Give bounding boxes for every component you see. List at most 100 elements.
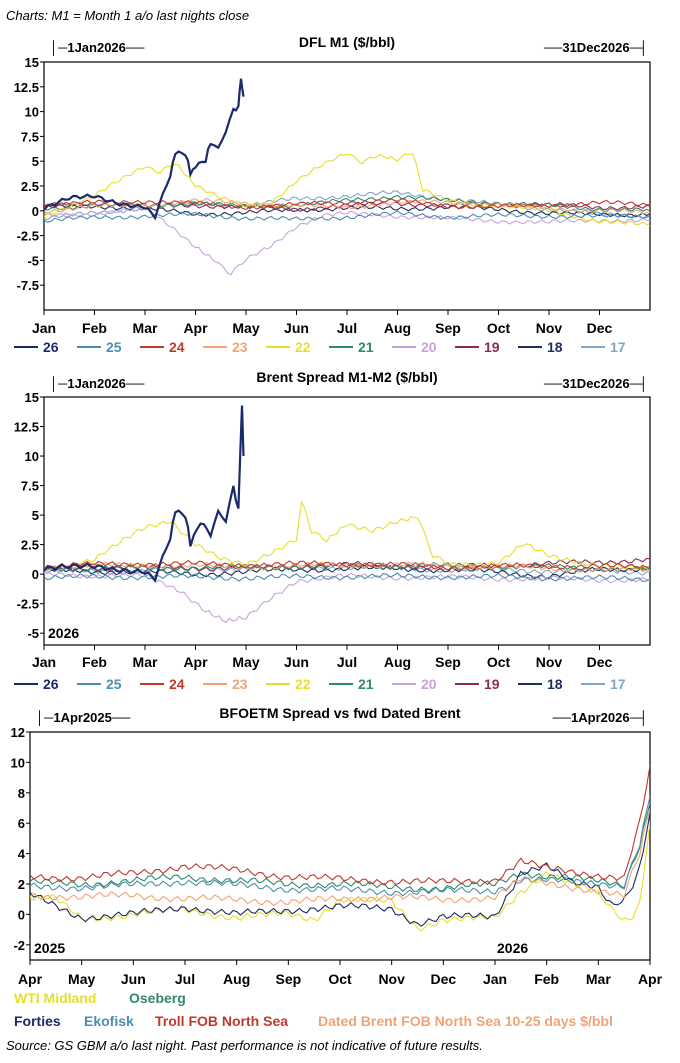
ytick-label: 0 — [32, 567, 39, 582]
legend-label-17: 17 — [610, 339, 626, 355]
ytick-label: -2.5 — [17, 229, 39, 244]
legend-label-18: 18 — [547, 339, 563, 355]
ytick-label: 15 — [25, 390, 39, 405]
legend-label-24: 24 — [169, 676, 185, 692]
series-line-26 — [44, 78, 245, 221]
ytick-label: 0 — [18, 907, 25, 922]
legend-label-20: 20 — [421, 339, 437, 355]
ytick-label: 12 — [11, 725, 25, 740]
series-line-23 — [44, 197, 650, 215]
ytick-label: 10 — [25, 449, 39, 464]
xtick-label-jan: Jan — [483, 971, 507, 987]
legend-label-19: 19 — [484, 339, 500, 355]
xtick-label-jan: Jan — [32, 654, 56, 670]
xtick-label-sep: Sep — [435, 320, 461, 336]
ytick-label: 15 — [25, 55, 39, 70]
ytick-label: 4 — [18, 847, 26, 862]
legend-label-dated-brent-fob-north-sea-10-25-days-bbl: Dated Brent FOB North Sea 10-25 days $/b… — [318, 1013, 613, 1029]
range-start-1: │─1Jan2026── — [50, 40, 145, 56]
plot-frame-2 — [43, 396, 651, 646]
series-line-dated-brent-fob-north-sea-10-25-days-bbl — [30, 808, 650, 907]
series-line-24 — [44, 197, 650, 211]
xtick-label-jun: Jun — [284, 654, 309, 670]
xtick-label-may: May — [232, 654, 259, 670]
legend-label-22: 22 — [295, 676, 311, 692]
xtick-label-apr: Apr — [18, 971, 43, 987]
legend-label-24: 24 — [169, 339, 185, 355]
xtick-label-feb: Feb — [534, 971, 559, 987]
xtick-label-apr: Apr — [183, 320, 208, 336]
xtick-label-apr: Apr — [638, 971, 663, 987]
xtick-label-mar: Mar — [133, 654, 158, 670]
xtick-label-oct: Oct — [328, 971, 352, 987]
ytick-label: -2.5 — [17, 597, 39, 612]
xtick-label-feb: Feb — [82, 654, 107, 670]
legend-label-26: 26 — [43, 339, 59, 355]
footer-note: Source: GS GBM a/o last night. Past perf… — [6, 1038, 483, 1053]
legend-label-18: 18 — [547, 676, 563, 692]
xtick-label-aug: Aug — [384, 654, 411, 670]
xtick-label-sep: Sep — [275, 971, 301, 987]
xtick-label-sep: Sep — [435, 654, 461, 670]
range-start-3: │─1Apr2025── — [36, 710, 131, 726]
series-line-22 — [44, 153, 650, 227]
legend-label-23: 23 — [232, 339, 248, 355]
ytick-label: -2 — [13, 938, 25, 953]
legend-label-troll-fob-north-sea: Troll FOB North Sea — [155, 1013, 288, 1029]
legend-label-forties: Forties — [14, 1013, 61, 1029]
series-line-ekofisk — [30, 793, 650, 897]
chart-title-3: BFOETM Spread vs fwd Dated Brent — [219, 705, 460, 721]
ytick-label: -5 — [27, 626, 39, 641]
legend-label-25: 25 — [106, 339, 122, 355]
ytick-label: 5 — [32, 508, 39, 523]
range-end-1: ──31Dec2026─┤ — [543, 40, 648, 56]
xtick-label-dec: Dec — [587, 654, 613, 670]
series-line-troll-fob-north-sea — [30, 764, 650, 886]
xtick-label-oct: Oct — [487, 320, 511, 336]
xtick-label-may: May — [68, 971, 95, 987]
xtick-label-apr: Apr — [183, 654, 208, 670]
ytick-label: 12.5 — [14, 420, 39, 435]
year-label-left: 2025 — [34, 940, 65, 956]
xtick-label-jul: Jul — [175, 971, 195, 987]
legend-label-21: 21 — [358, 676, 374, 692]
ytick-label: 10 — [25, 105, 39, 120]
xtick-label-mar: Mar — [586, 971, 611, 987]
range-end-3: ──1Apr2026─┤ — [552, 710, 648, 726]
ytick-label: 6 — [18, 816, 25, 831]
legend-label-23: 23 — [232, 676, 248, 692]
xtick-label-jan: Jan — [32, 320, 56, 336]
series-line-23 — [44, 561, 650, 573]
legend-label-21: 21 — [358, 339, 374, 355]
chart-title-2: Brent Spread M1-M2 ($/bbl) — [256, 369, 437, 385]
xtick-label-jul: Jul — [337, 654, 357, 670]
year-label: 2026 — [48, 625, 79, 641]
xtick-label-aug: Aug — [384, 320, 411, 336]
series-line-18 — [44, 564, 650, 580]
xtick-label-jun: Jun — [121, 971, 146, 987]
ytick-label: -7.5 — [17, 278, 39, 293]
ytick-label: 2 — [18, 877, 25, 892]
ytick-label: 2.5 — [21, 538, 39, 553]
plot-frame-3 — [29, 731, 651, 961]
legend-label-ekofisk: Ekofisk — [84, 1013, 134, 1029]
legend-label-20: 20 — [421, 676, 437, 692]
xtick-label-oct: Oct — [487, 654, 511, 670]
year-label-right: 2026 — [497, 940, 528, 956]
xtick-label-jul: Jul — [337, 320, 357, 336]
legend-label-22: 22 — [295, 339, 311, 355]
plot-frame-1 — [43, 61, 651, 311]
xtick-label-mar: Mar — [133, 320, 158, 336]
ytick-label: 10 — [11, 755, 25, 770]
legend-label-19: 19 — [484, 676, 500, 692]
series-line-25 — [44, 572, 650, 583]
xtick-label-aug: Aug — [223, 971, 250, 987]
xtick-label-jun: Jun — [284, 320, 309, 336]
series-line-24 — [44, 559, 650, 571]
xtick-label-nov: Nov — [378, 971, 405, 987]
xtick-label-dec: Dec — [587, 320, 613, 336]
ytick-label: 7.5 — [21, 479, 39, 494]
series-line-25 — [44, 210, 650, 223]
series-line-26 — [44, 405, 245, 583]
